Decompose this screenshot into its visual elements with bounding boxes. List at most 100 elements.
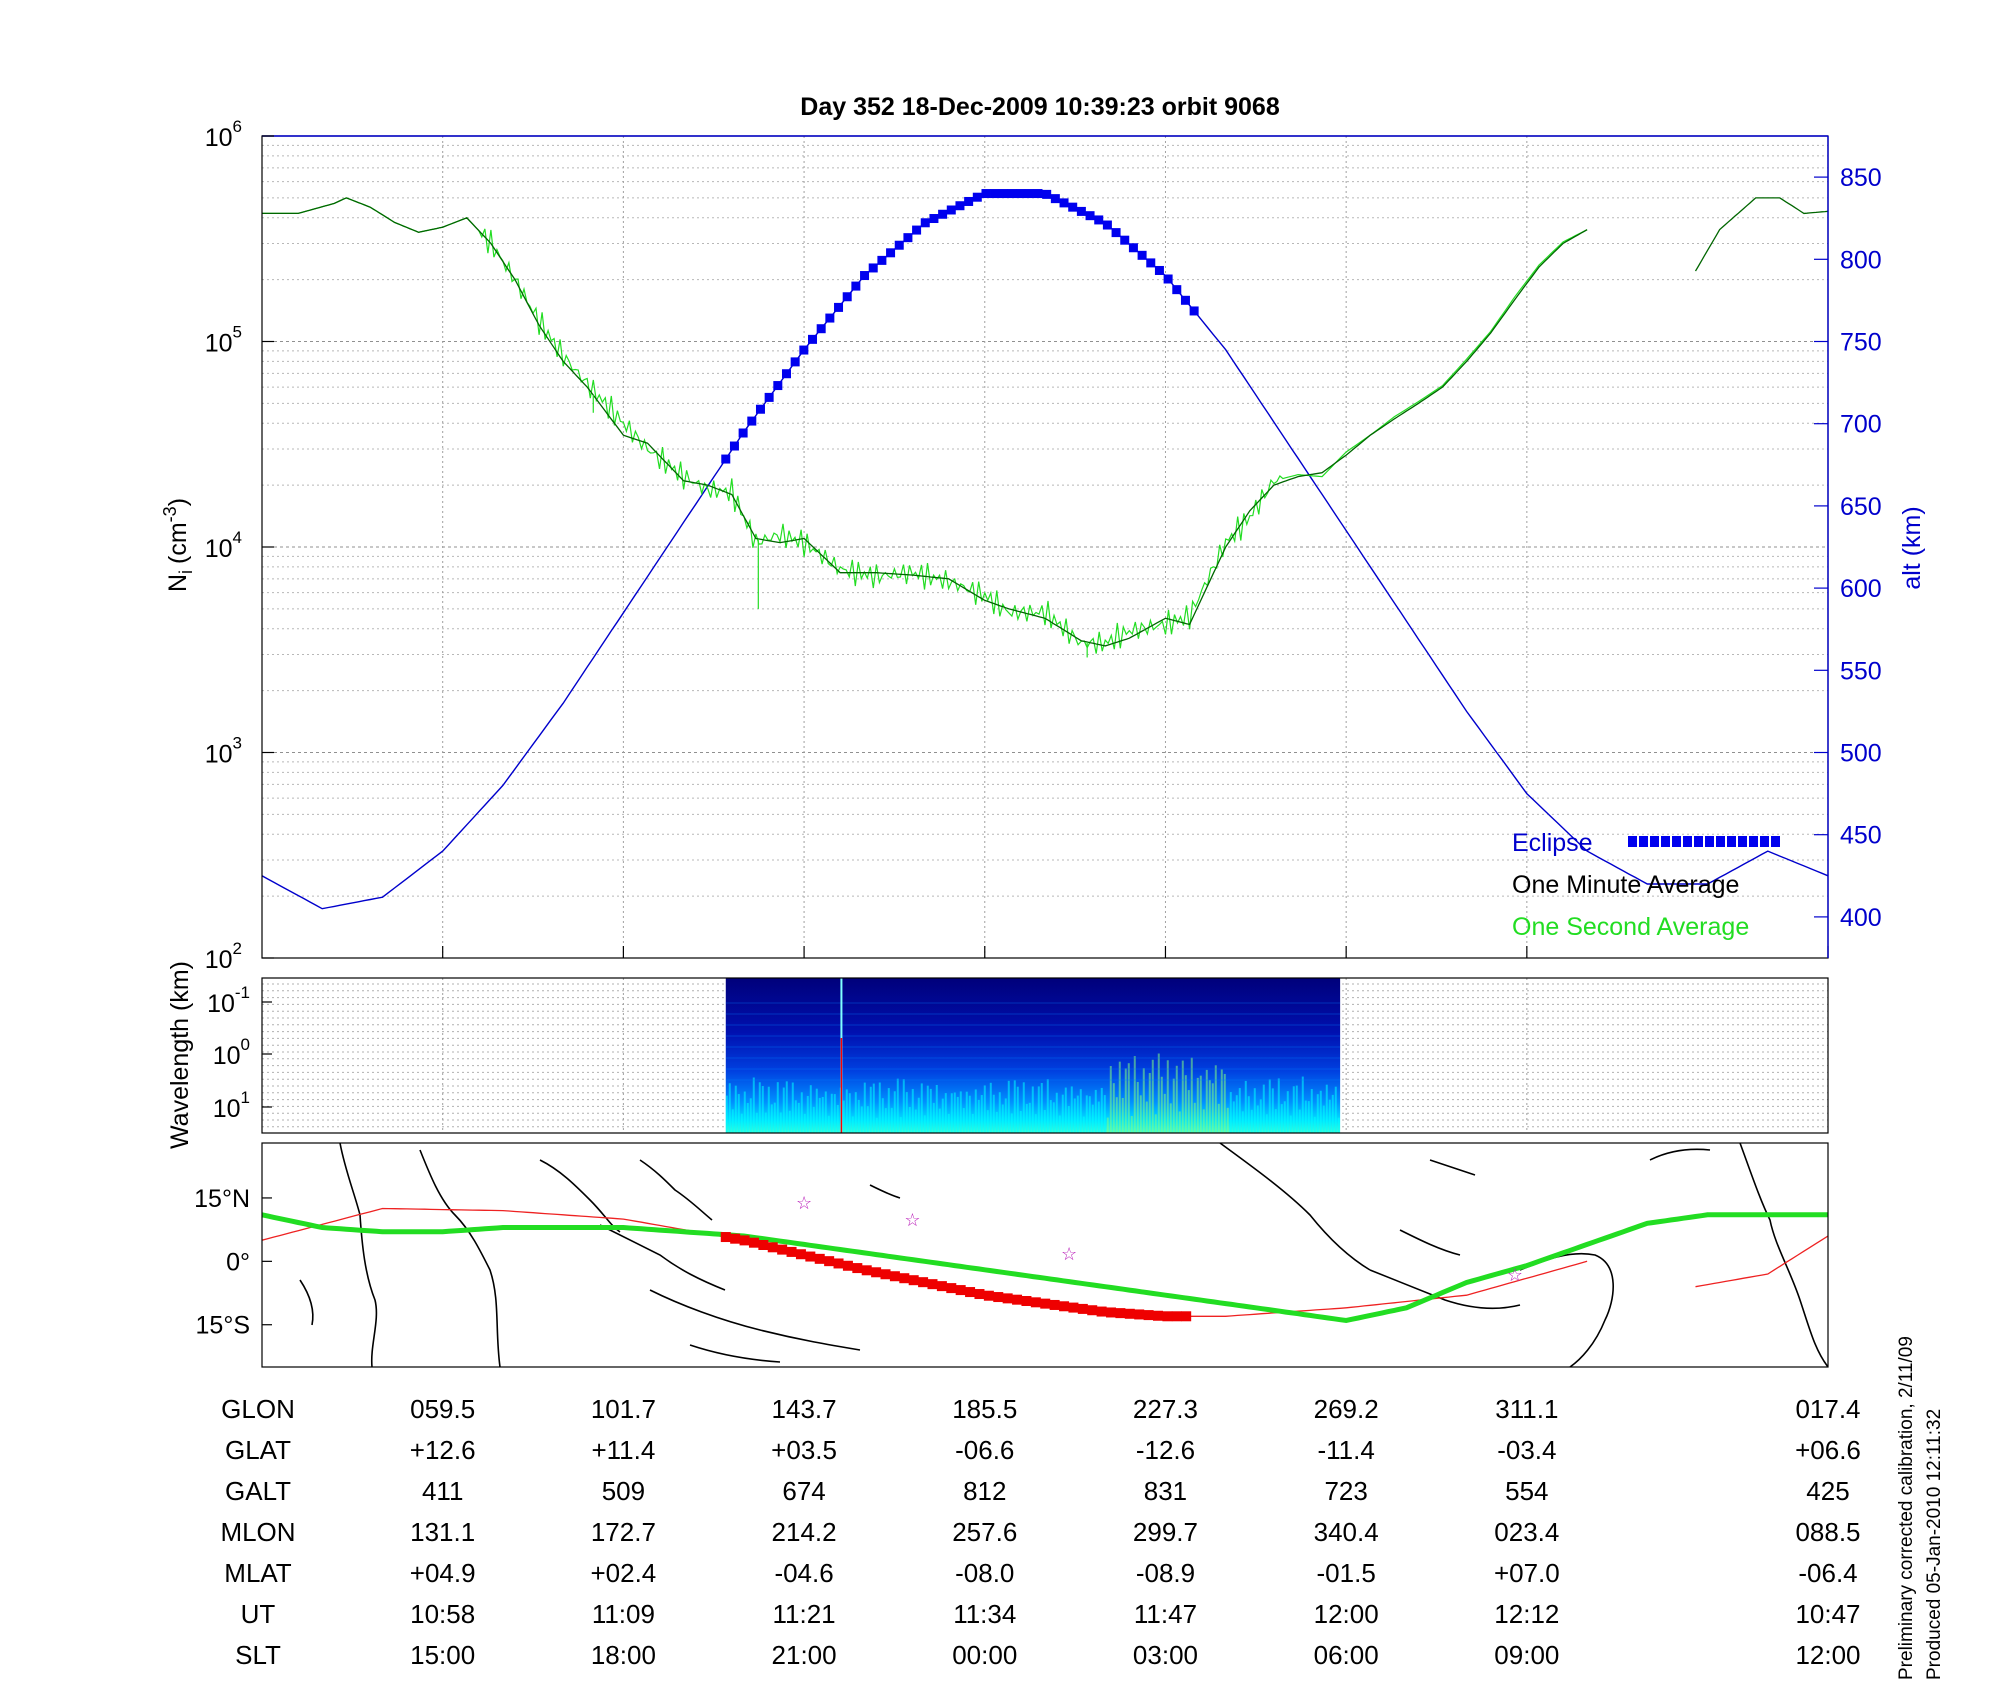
legend-eclipse-marker xyxy=(1661,836,1670,847)
eclipse-marker xyxy=(808,334,818,344)
spectrogram-column xyxy=(878,1082,881,1133)
table-cell: 299.7 xyxy=(1133,1517,1198,1547)
spectrogram-column xyxy=(1154,1114,1157,1133)
eclipse-marker xyxy=(1068,202,1078,212)
spectrogram-column xyxy=(995,1111,998,1133)
spectrogram-column xyxy=(1109,1066,1112,1133)
spectrogram-column xyxy=(1100,1087,1103,1133)
spectrogram-column xyxy=(1007,1080,1010,1133)
coastline xyxy=(869,1184,901,1199)
spectrogram-column xyxy=(872,1083,875,1133)
legend-eclipse-marker xyxy=(1650,836,1659,847)
eclipse-marker xyxy=(1050,194,1060,204)
table-cell: 185.5 xyxy=(952,1394,1017,1424)
spectrogram-column xyxy=(863,1082,866,1133)
eclipse-track-marker xyxy=(955,1285,966,1296)
eclipse-track-marker xyxy=(842,1260,853,1271)
eclipse-marker xyxy=(1111,228,1121,238)
table-cell: 411 xyxy=(422,1476,463,1506)
coastline xyxy=(299,1279,314,1326)
legend-eclipse-marker xyxy=(1694,836,1703,847)
right-tick-label: 500 xyxy=(1840,740,1882,768)
table-cell: 554 xyxy=(1505,1476,1548,1506)
table-row-label: GALT xyxy=(225,1476,291,1506)
spectrogram-column xyxy=(1235,1095,1238,1133)
table-cell: 311.1 xyxy=(1495,1394,1558,1424)
coastline xyxy=(339,1143,378,1367)
spectrogram-column xyxy=(1037,1086,1040,1133)
eclipse-track-marker xyxy=(805,1251,816,1262)
eclipse-marker xyxy=(938,209,948,219)
eclipse-track-marker xyxy=(936,1281,947,1292)
eclipse-track-marker xyxy=(974,1289,985,1300)
spectrogram-column xyxy=(1202,1109,1205,1133)
legend-eclipse-marker xyxy=(1672,836,1681,847)
spectrogram-column xyxy=(791,1082,794,1133)
table-cell: +12.6 xyxy=(410,1435,476,1465)
magnetic-pole-star: ☆ xyxy=(1507,1265,1523,1285)
legend: Eclipse One Minute Average One Second Av… xyxy=(1512,829,1780,941)
left-axis-ticks: 102 103 104 105 106 xyxy=(205,117,274,974)
legend-eclipse-marker xyxy=(1716,836,1725,847)
spectrogram-column xyxy=(842,1100,845,1133)
table-cell: -04.6 xyxy=(774,1558,833,1588)
eclipse-track-marker xyxy=(1162,1311,1173,1322)
spectrogram-column xyxy=(1133,1056,1136,1133)
eclipse-track-marker xyxy=(1106,1307,1117,1318)
spectrogram-column xyxy=(941,1098,944,1133)
spectrogram-column xyxy=(932,1102,935,1133)
eclipse-marker xyxy=(816,324,826,334)
spectrogram-column xyxy=(800,1092,803,1133)
spectrogram-y-ticks: 10-1 100 101 xyxy=(207,983,272,1123)
eclipse-track-marker xyxy=(889,1271,900,1282)
spectrogram-y-label: Wavelength (km) xyxy=(166,961,194,1149)
eclipse-marker xyxy=(781,369,791,379)
table-cell: 340.4 xyxy=(1314,1517,1379,1547)
spectrogram-column xyxy=(812,1106,815,1133)
eclipse-track-marker xyxy=(899,1273,910,1284)
coastline xyxy=(639,1159,713,1221)
table-cell: -01.5 xyxy=(1317,1558,1376,1588)
eclipse-marker xyxy=(998,189,1008,199)
spectrogram-column xyxy=(1025,1103,1028,1133)
spectrogram-column xyxy=(758,1082,761,1133)
eclipse-track-marker xyxy=(786,1246,797,1257)
eclipse-track-marker xyxy=(795,1249,806,1260)
spectrogram-column xyxy=(1166,1060,1169,1133)
spectrogram-column xyxy=(1088,1096,1091,1133)
spectrogram-column xyxy=(1130,1115,1133,1133)
eclipse-marker xyxy=(1033,189,1043,199)
eclipse-track-marker xyxy=(1040,1298,1051,1309)
spectrogram-column xyxy=(1190,1057,1193,1133)
spectrogram-column xyxy=(824,1091,827,1133)
spectrogram-column xyxy=(1232,1101,1235,1133)
spectrogram-column xyxy=(1139,1095,1142,1133)
eclipse-marker xyxy=(790,357,800,367)
spectrogram-panel: 10-1 100 101 Wavelength (km) xyxy=(166,961,1829,1149)
eclipse-track-marker xyxy=(777,1244,788,1255)
spectrogram-column xyxy=(1097,1101,1100,1133)
right-tick-label: 650 xyxy=(1840,493,1882,521)
spectrogram-column xyxy=(920,1083,923,1133)
spectrogram-column xyxy=(782,1087,785,1133)
spectrogram-column xyxy=(1031,1086,1034,1133)
eclipse-marker xyxy=(912,225,922,235)
legend-eclipse-marker xyxy=(1683,836,1692,847)
left-axis-label: Ni (cm-3) xyxy=(160,498,196,592)
eclipse-marker xyxy=(1094,215,1104,225)
spectrogram-column xyxy=(1199,1075,1202,1133)
eclipse-track-marker xyxy=(1068,1302,1079,1313)
spectrogram-column xyxy=(1082,1116,1085,1133)
table-cell: -08.0 xyxy=(955,1558,1014,1588)
table-cell: +03.5 xyxy=(771,1435,837,1465)
spectrogram-column xyxy=(1223,1073,1226,1133)
spectrogram-column xyxy=(1184,1075,1187,1133)
eclipse-marker xyxy=(1059,198,1069,208)
right-tick-label: 450 xyxy=(1840,822,1882,850)
spectrogram-column xyxy=(887,1088,890,1133)
eclipse-marker xyxy=(773,381,783,391)
spectrogram-column xyxy=(788,1110,791,1133)
footer-produced-note: Produced 05-Jan-2010 12:11:32 xyxy=(1924,1409,1945,1680)
spectrogram-column xyxy=(938,1108,941,1133)
legend-entry-one-minute: One Minute Average xyxy=(1512,871,1739,899)
